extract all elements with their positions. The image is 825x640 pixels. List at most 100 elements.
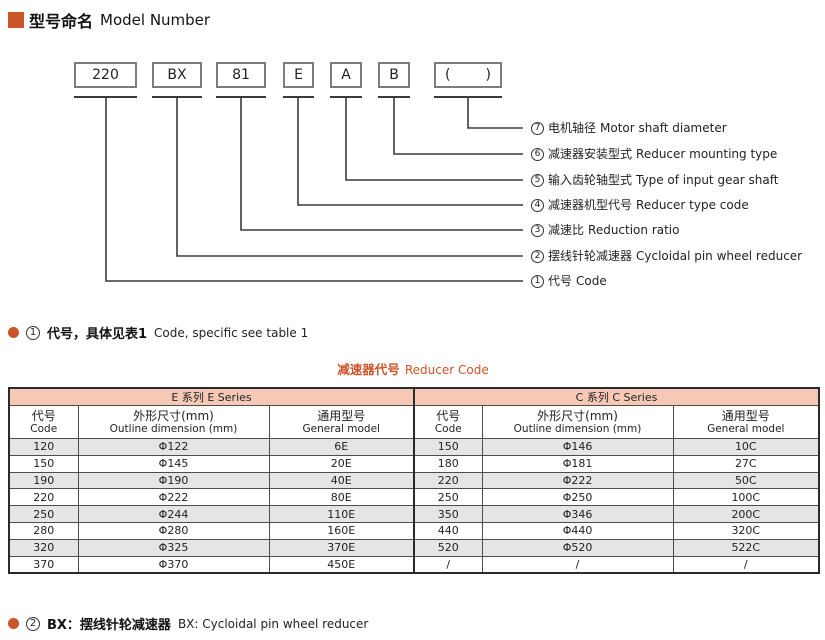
table-cell: Φ370 <box>77 555 270 574</box>
table-cell: 80E <box>268 488 415 507</box>
col-model-zh: 通用型号 <box>721 408 770 423</box>
bullet-dot-icon <box>8 327 19 338</box>
table-cell: 370 <box>8 555 79 574</box>
col-header-code-e: 代号 Code <box>8 405 79 439</box>
diagram-label-7-zh: 电机轴径 <box>548 121 597 135</box>
orange-square-icon <box>8 12 24 28</box>
col-model-en: General model <box>302 422 380 435</box>
table-cell: 440 <box>413 521 483 540</box>
note2-zh: BX：摆线针轮减速器 <box>47 618 171 633</box>
table-cell: 160E <box>268 521 415 540</box>
table-cell: 250 <box>413 488 483 507</box>
diagram-label-2-zh: 摆线针轮减速器 <box>548 249 633 263</box>
circled-number-icon: 7 <box>531 121 544 135</box>
circled-number-icon: 4 <box>531 198 544 212</box>
diagram-label-2: 2 摆线针轮减速器 Cycloidal pin wheel reducer <box>531 248 802 264</box>
col-dim-en: Outline dimension (mm) <box>109 422 238 435</box>
table-cell: Φ222 <box>77 488 270 507</box>
note-bx-reducer: 2 BX：摆线针轮减速器 BX: Cycloidal pin wheel red… <box>8 614 368 633</box>
note-code-see-table: 1 代号，具体见表1 Code, specific see table 1 <box>8 323 308 342</box>
series-header-row: E 系列 E Series C 系列 C Series <box>8 387 820 406</box>
diagram-label-6: 6 减速器安装型式 Reducer mounting type <box>531 146 777 162</box>
table-cell: / <box>672 555 820 574</box>
diagram-label-1: 1 代号 Code <box>531 273 607 289</box>
diagram-label-6-en: Reducer mounting type <box>636 147 778 161</box>
table-cell: 27C <box>672 454 820 473</box>
table-cell: 350 <box>413 505 483 523</box>
series-header-e: E 系列 E Series <box>8 387 415 406</box>
circled-number-icon: 6 <box>531 147 544 161</box>
page-title-en: Model Number <box>100 11 211 29</box>
diagram-label-1-zh: 代号 <box>548 274 573 288</box>
table-cell: 520 <box>413 538 483 557</box>
page-title: 型号命名 Model Number <box>8 8 210 32</box>
model-box-type-code-value: E <box>294 67 303 83</box>
table-cell: Φ122 <box>77 438 270 456</box>
close-paren: ) <box>485 67 491 83</box>
col-header-model-e: 通用型号 General model <box>268 405 415 439</box>
table-title: 减速器代号 Reducer Code <box>8 359 818 378</box>
table-cell: 50C <box>672 471 820 490</box>
table-cell: Φ325 <box>77 538 270 557</box>
table-cell: Φ190 <box>77 471 270 490</box>
circled-number-icon: 2 <box>26 616 40 631</box>
model-box-gear-shaft-value: A <box>341 67 351 83</box>
table-cell: 200C <box>672 505 820 523</box>
table-cell: 320C <box>672 521 820 540</box>
table-cell: 220 <box>413 471 483 490</box>
col-header-dimension-c: 外形尺寸(mm) Outline dimension (mm) <box>481 405 674 439</box>
model-box-shaft-diameter: ( ) <box>434 62 502 88</box>
col-header-dimension-e: 外形尺寸(mm) Outline dimension (mm) <box>77 405 270 439</box>
table-cell: 190 <box>8 471 79 490</box>
bullet-dot-icon <box>8 618 19 629</box>
column-header-row: 代号 Code 外形尺寸(mm) Outline dimension (mm) … <box>8 405 820 439</box>
table-cell: 110E <box>268 505 415 523</box>
table-cell: 100C <box>672 488 820 507</box>
col-model-zh: 通用型号 <box>317 408 366 423</box>
diagram-label-7-en: Motor shaft diameter <box>600 121 727 135</box>
table-cell: 450E <box>268 555 415 574</box>
circled-number-icon: 5 <box>531 173 544 187</box>
circled-number-icon: 1 <box>26 325 40 340</box>
diagram-label-4-zh: 减速器机型代号 <box>548 198 633 212</box>
table-cell: Φ222 <box>481 471 674 490</box>
table-cell: 370E <box>268 538 415 557</box>
model-box-ratio: 81 <box>216 62 266 88</box>
col-code-en: Code <box>434 422 462 435</box>
circled-number-icon: 3 <box>531 223 544 237</box>
table-cell: 250 <box>8 505 79 523</box>
diagram-label-3-zh: 减速比 <box>548 223 585 237</box>
table-row: 150 Φ145 20E 180 Φ181 27C <box>8 454 820 473</box>
col-code-en: Code <box>30 422 58 435</box>
series-c-zh: C 系列 <box>575 391 609 404</box>
table-cell: 150 <box>413 438 483 456</box>
table-row: 220 Φ222 80E 250 Φ250 100C <box>8 488 820 507</box>
table-title-en: Reducer Code <box>404 363 489 377</box>
table-cell: 220 <box>8 488 79 507</box>
table-cell: 40E <box>268 471 415 490</box>
diagram-label-5-zh: 输入齿轮轴型式 <box>548 173 633 187</box>
circled-number-icon: 1 <box>531 274 544 288</box>
series-e-en: E Series <box>207 391 252 404</box>
model-box-bx-value: BX <box>167 67 187 83</box>
diagram-label-3: 3 减速比 Reduction ratio <box>531 222 680 238</box>
diagram-label-2-en: Cycloidal pin wheel reducer <box>636 249 803 263</box>
table-row: 250 Φ244 110E 350 Φ346 200C <box>8 505 820 523</box>
table-cell: 320 <box>8 538 79 557</box>
diagram-label-3-en: Reduction ratio <box>588 223 680 237</box>
model-box-code-value: 220 <box>92 67 119 83</box>
table-cell: Φ440 <box>481 521 674 540</box>
diagram-label-1-en: Code <box>576 274 607 288</box>
table-cell: 6E <box>268 438 415 456</box>
series-c-en: C Series <box>612 391 658 404</box>
series-header-c: C 系列 C Series <box>413 387 820 406</box>
table-cell: 120 <box>8 438 79 456</box>
col-code-zh: 代号 <box>31 408 56 423</box>
reducer-table-body: 120 Φ122 6E 150 Φ146 10C 150 Φ145 20E 180 Φ181 27C 1… <box>8 438 820 574</box>
table-cell: 180 <box>413 454 483 473</box>
table-cell: 20E <box>268 454 415 473</box>
table-cell: Φ181 <box>481 454 674 473</box>
model-box-mounting: B <box>378 62 410 88</box>
model-box-ratio-value: 81 <box>232 67 250 83</box>
